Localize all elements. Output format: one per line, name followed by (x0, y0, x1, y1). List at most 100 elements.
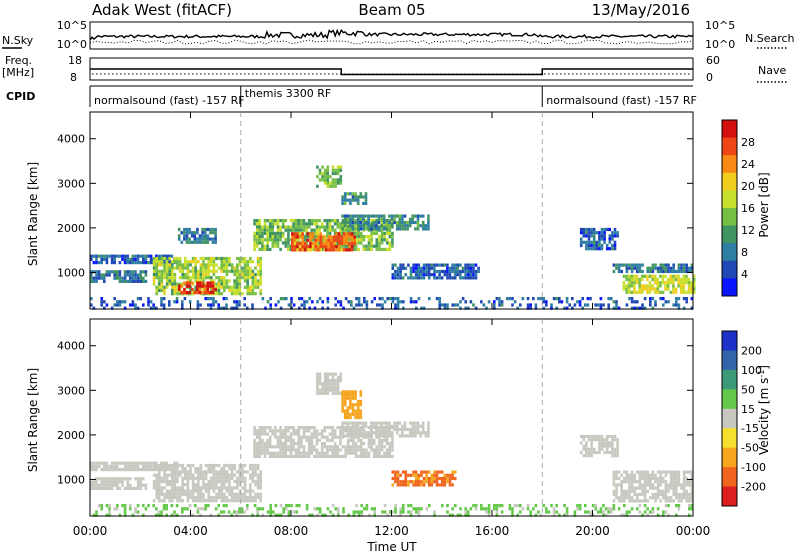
echo-cell (274, 429, 277, 433)
echo-cell (365, 247, 368, 251)
echo-cell (105, 461, 109, 465)
echo-cell (249, 276, 252, 280)
freq-right-tick-low: 0 (706, 71, 713, 84)
power-colorbar-swatch (722, 278, 737, 297)
echo-cell (581, 297, 584, 301)
echo-cell (123, 504, 127, 508)
echo-cell (495, 513, 499, 517)
echo-cell (608, 237, 612, 241)
echo-cell (326, 426, 329, 430)
echo-cell (246, 263, 249, 267)
echo-cell (641, 476, 644, 481)
echo-cell (349, 192, 352, 196)
echo-cell (334, 168, 337, 172)
echo-cell (391, 266, 395, 270)
echo-cell (326, 225, 329, 229)
echo-cell (147, 303, 150, 307)
power-colorbar-swatch (722, 190, 737, 209)
echo-cell (294, 222, 298, 226)
echo-cell (607, 510, 610, 514)
echo-cell (612, 499, 616, 503)
echo-cell (199, 463, 203, 468)
echo-cell (613, 240, 617, 244)
echo-cell (236, 279, 239, 283)
echo-cell (210, 486, 213, 490)
echo-cell (334, 181, 337, 185)
echo-cell (230, 467, 234, 471)
echo-cell (162, 254, 166, 258)
echo-cell (134, 276, 137, 280)
echo-cell (203, 231, 207, 235)
echo-cell (300, 219, 303, 223)
echo-cell (654, 499, 657, 503)
echo-cell (398, 421, 402, 425)
echo-cell (680, 499, 683, 503)
echo-cell (220, 470, 223, 474)
echo-cell (446, 303, 449, 307)
echo-cell (690, 499, 694, 503)
echo-cell (285, 297, 288, 301)
echo-cell (243, 279, 247, 283)
echo-cell (292, 426, 295, 430)
echo-cell (210, 288, 213, 293)
echo-cell (215, 256, 218, 261)
echo-cell (493, 306, 496, 310)
echo-cell (329, 184, 332, 188)
echo-cell (391, 235, 394, 239)
echo-cell (97, 504, 101, 508)
echo-cell (181, 467, 184, 471)
echo-cell (276, 219, 280, 223)
echo-cell (680, 266, 683, 270)
echo-cell (356, 421, 360, 425)
echo-cell (95, 279, 98, 283)
echo-cell (461, 297, 465, 301)
echo-cell (630, 281, 634, 285)
echo-cell (236, 292, 239, 296)
echo-cell (352, 306, 356, 310)
echo-cell (181, 510, 184, 514)
echo-cell (204, 504, 207, 508)
echo-cell (630, 297, 634, 301)
echo-cell (197, 279, 200, 283)
echo-cell (324, 245, 328, 249)
echo-cell (382, 434, 386, 438)
echo-cell (409, 513, 413, 517)
echo-cell (191, 292, 195, 296)
noise-right-tick-high: 10^5 (705, 19, 735, 32)
echo-cell (290, 300, 293, 304)
echo-cell (390, 434, 394, 438)
echo-cell (303, 303, 306, 307)
echo-cell (664, 300, 668, 304)
echo-cell (336, 382, 340, 386)
echo-cell (613, 227, 617, 232)
echo-cell (134, 270, 137, 274)
echo-cell (196, 306, 200, 310)
echo-cell (351, 434, 355, 438)
echo-cell (692, 287, 696, 291)
echo-cell (427, 269, 431, 274)
echo-cell (664, 504, 668, 508)
echo-cell (598, 231, 601, 235)
echo-cell (474, 273, 478, 277)
echo-cell (584, 303, 587, 307)
echo-cell (191, 269, 195, 273)
echo-cell (326, 181, 330, 185)
echo-cell (355, 504, 358, 508)
echo-cell (337, 238, 341, 242)
echo-cell (186, 483, 190, 487)
echo-cell (390, 217, 394, 221)
echo-cell (396, 483, 400, 487)
echo-cell (90, 486, 93, 490)
echo-cell (188, 291, 191, 295)
echo-cell (131, 300, 135, 304)
echo-cell (388, 214, 391, 218)
echo-cell (258, 442, 262, 446)
echo-cell (147, 461, 150, 465)
echo-cell (246, 272, 249, 277)
echo-cell (353, 241, 356, 246)
echo-cell (677, 303, 681, 307)
echo-cell (320, 435, 324, 439)
echo-cell (326, 385, 330, 389)
echo-cell (398, 434, 402, 438)
